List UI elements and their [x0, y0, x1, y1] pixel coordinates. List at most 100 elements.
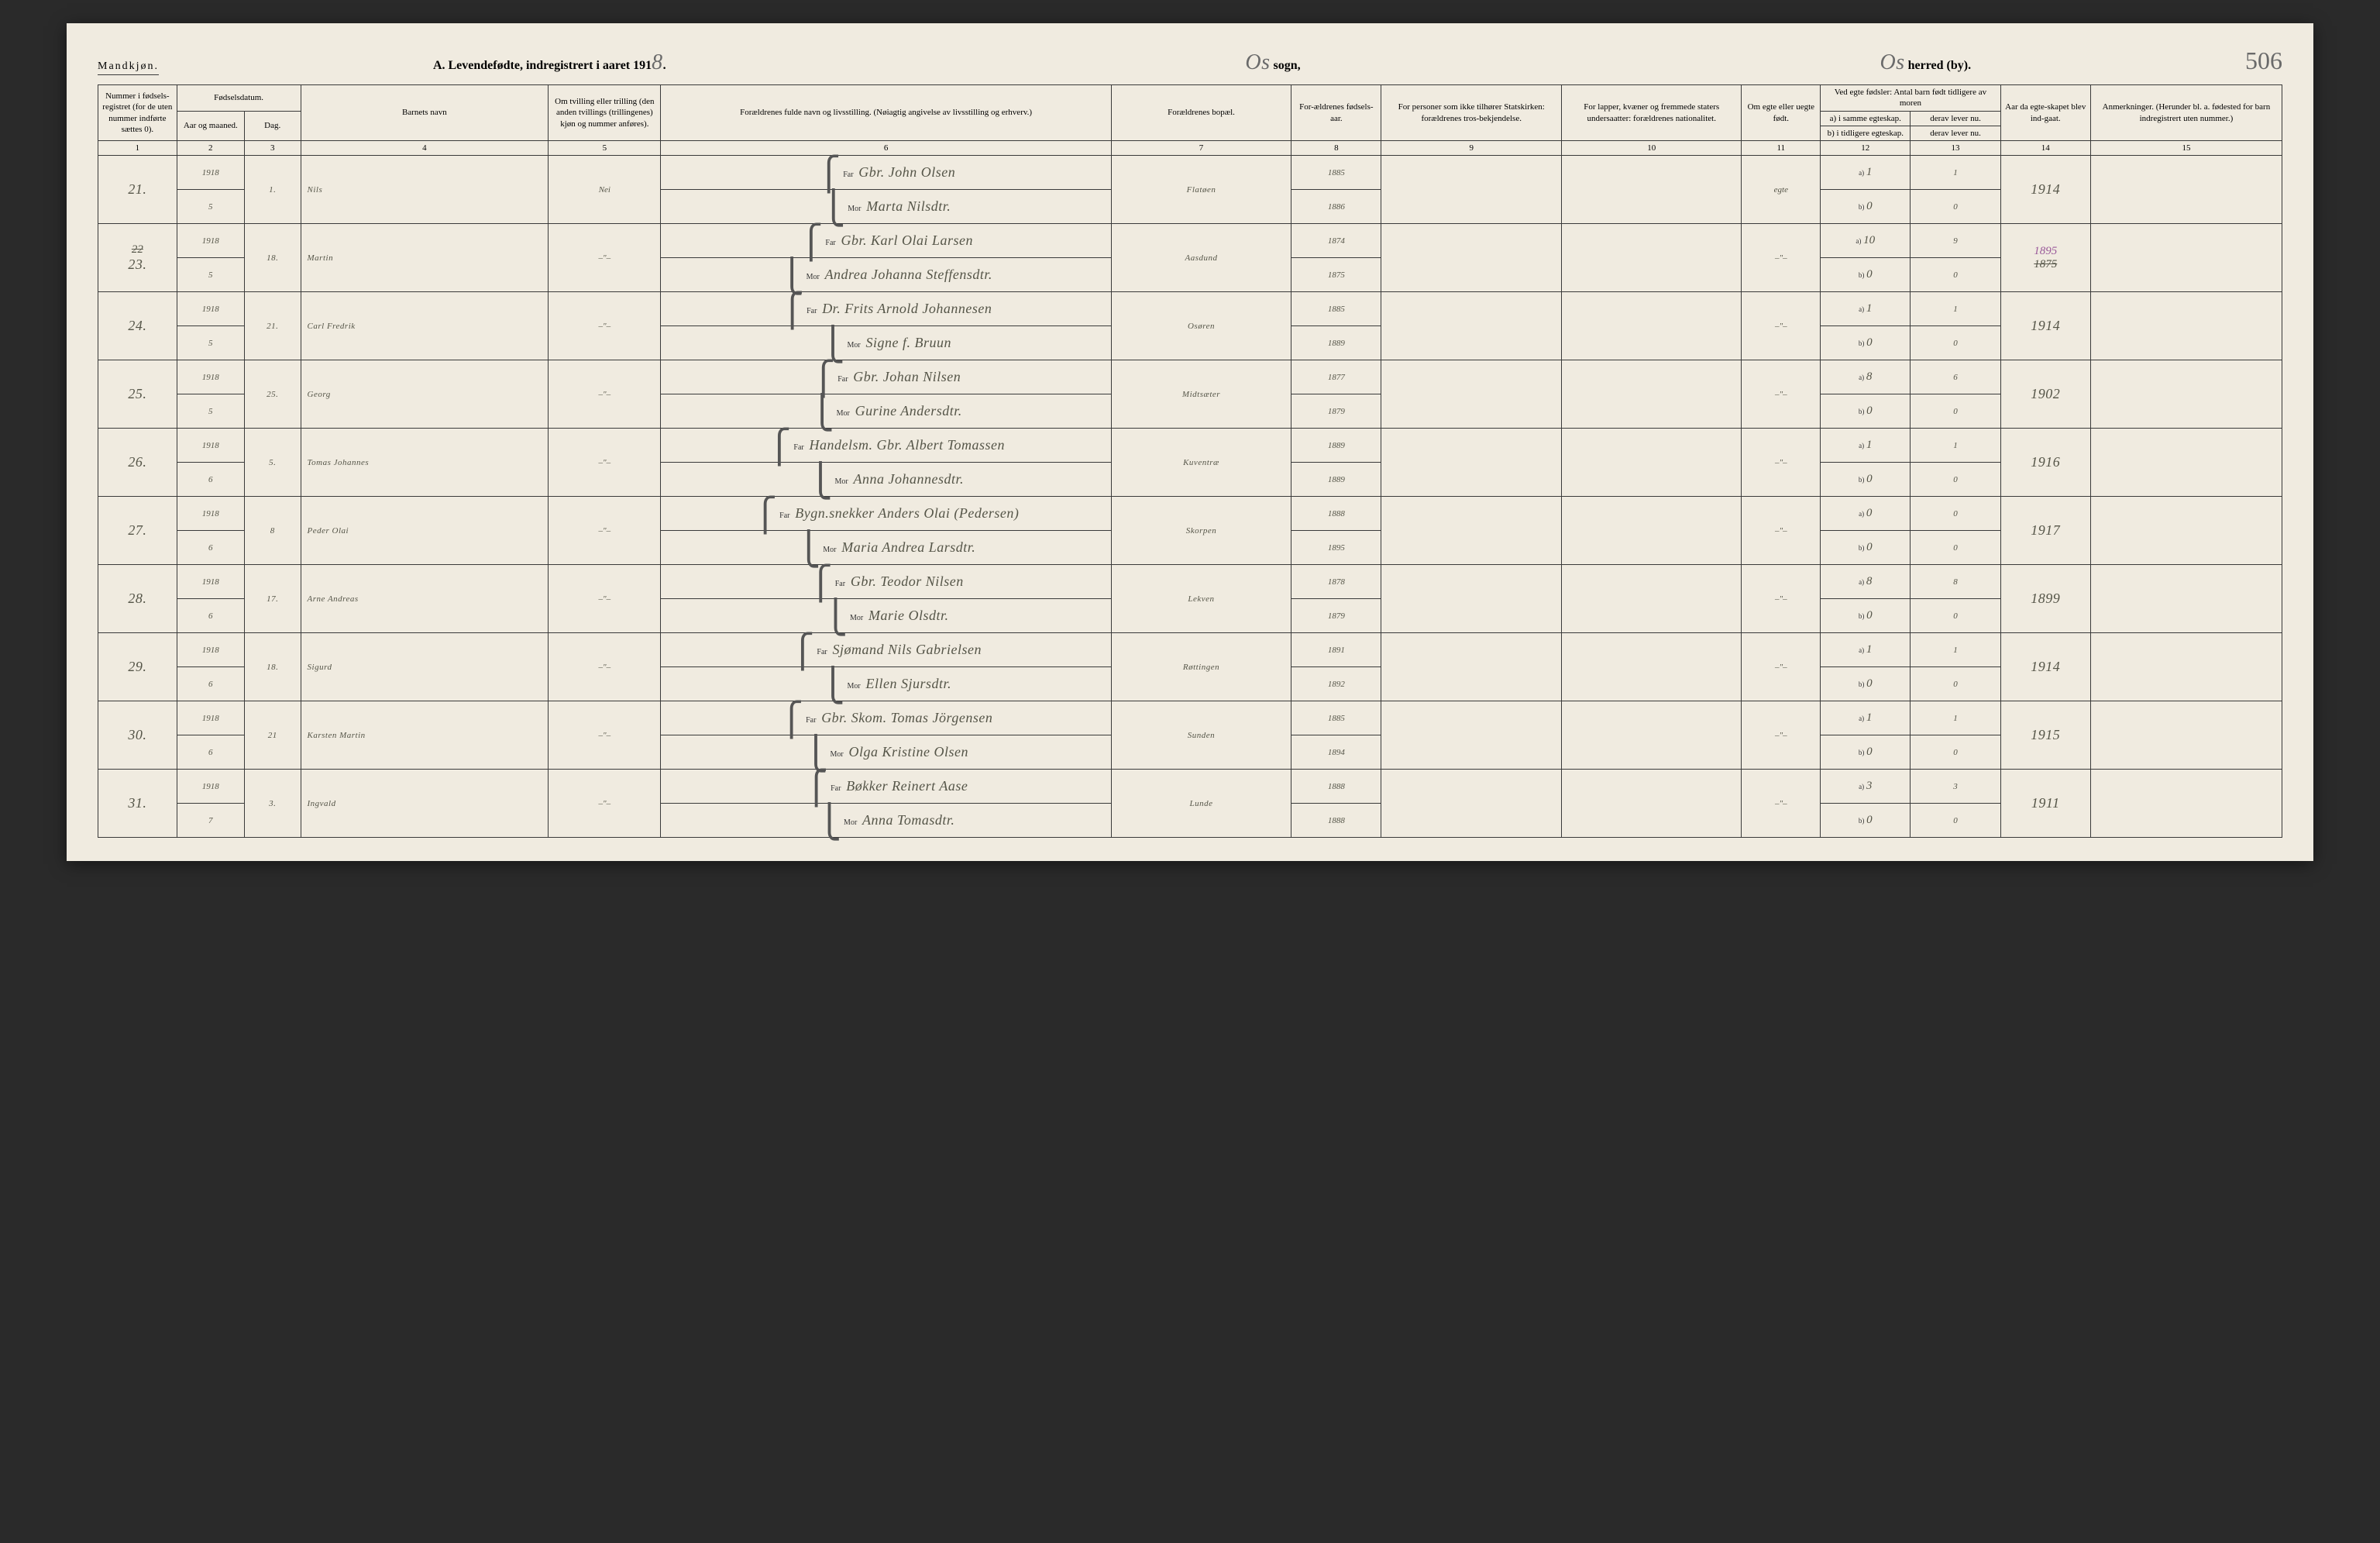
cell-mor-year: 1894 — [1291, 735, 1381, 770]
table-row: 21. 1918 1. Nils Nei ⎧ Far Gbr. John Ols… — [98, 156, 2282, 190]
cell-nationality — [1561, 565, 1742, 633]
cell-name: Peder Olai — [301, 497, 549, 565]
cell-13a: 1 — [1911, 292, 2000, 326]
table-head: Nummer i fødsels-registret (for de uten … — [98, 85, 2282, 156]
cell-twin: –"– — [549, 429, 661, 497]
cell-religion — [1381, 497, 1562, 565]
col-header-7: Forældrenes bopæl. — [1111, 85, 1291, 141]
cell-marriage: 1899 — [2000, 565, 2090, 633]
cell-nationality — [1561, 701, 1742, 770]
cell-legit: –"– — [1742, 770, 1821, 838]
cell-name: Ingvald — [301, 770, 549, 838]
cell-residence: Skorpen — [1111, 497, 1291, 565]
col-header-15: Anmerkninger. (Herunder bl. a. fødested … — [2090, 85, 2282, 141]
cell-mor-year: 1879 — [1291, 394, 1381, 429]
cell-far-year: 1891 — [1291, 633, 1381, 667]
cell-year: 1918 — [177, 497, 244, 531]
cell-far-year: 1885 — [1291, 156, 1381, 190]
cell-13b: 0 — [1911, 190, 2000, 224]
cell-twin: –"– — [549, 701, 661, 770]
cell-religion — [1381, 360, 1562, 429]
cell-12b: b) 0 — [1821, 326, 1911, 360]
cell-mor-year: 1895 — [1291, 531, 1381, 565]
cell-num: 28. — [98, 565, 177, 633]
cell-marriage: 1914 — [2000, 292, 2090, 360]
table-row: 24. 1918 21. Carl Fredrik –"– ⎧ Far Dr. … — [98, 292, 2282, 326]
cell-day: 21 — [244, 701, 301, 770]
cell-far-year: 1878 — [1291, 565, 1381, 599]
cell-father: ⎧ Far Sjømand Nils Gabrielsen — [661, 633, 1111, 667]
cell-13a: 8 — [1911, 565, 2000, 599]
cell-name: Martin — [301, 224, 549, 292]
cell-13b: 0 — [1911, 804, 2000, 838]
cell-religion — [1381, 701, 1562, 770]
ledger-table: Nummer i fødsels-registret (for de uten … — [98, 84, 2282, 838]
cell-13a: 3 — [1911, 770, 2000, 804]
cell-12b: b) 0 — [1821, 667, 1911, 701]
cell-13a: 6 — [1911, 360, 2000, 394]
cell-marriage: 1914 — [2000, 633, 2090, 701]
cell-month: 5 — [177, 190, 244, 224]
cell-twin: –"– — [549, 497, 661, 565]
cell-note — [2090, 360, 2282, 429]
cell-13b: 0 — [1911, 258, 2000, 292]
cell-13b: 0 — [1911, 463, 2000, 497]
cell-religion — [1381, 770, 1562, 838]
cell-religion — [1381, 156, 1562, 224]
cell-12b: b) 0 — [1821, 735, 1911, 770]
cell-religion — [1381, 429, 1562, 497]
herred-group: Os herred (by). — [1880, 50, 1971, 75]
cell-12b: b) 0 — [1821, 531, 1911, 565]
cell-far-year: 1877 — [1291, 360, 1381, 394]
col-header-6: Forældrenes fulde navn og livsstilling. … — [661, 85, 1111, 141]
cell-marriage: 1911 — [2000, 770, 2090, 838]
cell-13b: 0 — [1911, 531, 2000, 565]
cell-13b: 0 — [1911, 735, 2000, 770]
cell-mother: ⎩ Mor Marta Nilsdtr. — [661, 190, 1111, 224]
cell-legit: –"– — [1742, 633, 1821, 701]
cell-legit: –"– — [1742, 497, 1821, 565]
cell-twin: –"– — [549, 633, 661, 701]
cell-name: Nils — [301, 156, 549, 224]
cell-religion — [1381, 633, 1562, 701]
col-header-1: Nummer i fødsels-registret (for de uten … — [98, 85, 177, 141]
cell-13b: 0 — [1911, 599, 2000, 633]
cell-num: 2223. — [98, 224, 177, 292]
cell-note — [2090, 156, 2282, 224]
cell-month: 6 — [177, 735, 244, 770]
cell-num: 24. — [98, 292, 177, 360]
cell-nationality — [1561, 429, 1742, 497]
table-row: 2223. 1918 18. Martin –"– ⎧ Far Gbr. Kar… — [98, 224, 2282, 258]
cell-residence: Lunde — [1111, 770, 1291, 838]
cell-num: 30. — [98, 701, 177, 770]
cell-twin: –"– — [549, 770, 661, 838]
cell-mor-year: 1892 — [1291, 667, 1381, 701]
cell-12a: a) 1 — [1821, 156, 1911, 190]
cell-num: 21. — [98, 156, 177, 224]
cell-twin: –"– — [549, 360, 661, 429]
cell-marriage: 1916 — [2000, 429, 2090, 497]
col-header-4: Barnets navn — [301, 85, 549, 141]
cell-father: ⎧ Far Handelsm. Gbr. Albert Tomassen — [661, 429, 1111, 463]
cell-num: 31. — [98, 770, 177, 838]
cell-residence: Aasdund — [1111, 224, 1291, 292]
cell-father: ⎧ Far Dr. Frits Arnold Johannesen — [661, 292, 1111, 326]
cell-12a: a) 0 — [1821, 497, 1911, 531]
ledger-page: Mandkjøn. A. Levendefødte, indregistrert… — [67, 23, 2313, 861]
cell-13a: 9 — [1911, 224, 2000, 258]
cell-marriage: 1914 — [2000, 156, 2090, 224]
sogn-group: Os sogn, — [1245, 50, 1300, 75]
cell-month: 7 — [177, 804, 244, 838]
cell-father: ⎧ Far Gbr. Skom. Tomas Jörgensen — [661, 701, 1111, 735]
cell-legit: egte — [1742, 156, 1821, 224]
cell-13a: 1 — [1911, 701, 2000, 735]
cell-marriage: 1902 — [2000, 360, 2090, 429]
cell-twin: Nei — [549, 156, 661, 224]
cell-religion — [1381, 224, 1562, 292]
cell-12a: a) 1 — [1821, 633, 1911, 667]
cell-13b: 0 — [1911, 667, 2000, 701]
cell-residence: Midtsæter — [1111, 360, 1291, 429]
cell-12a: a) 1 — [1821, 701, 1911, 735]
cell-mother: ⎩ Mor Andrea Johanna Steffensdtr. — [661, 258, 1111, 292]
cell-year: 1918 — [177, 224, 244, 258]
